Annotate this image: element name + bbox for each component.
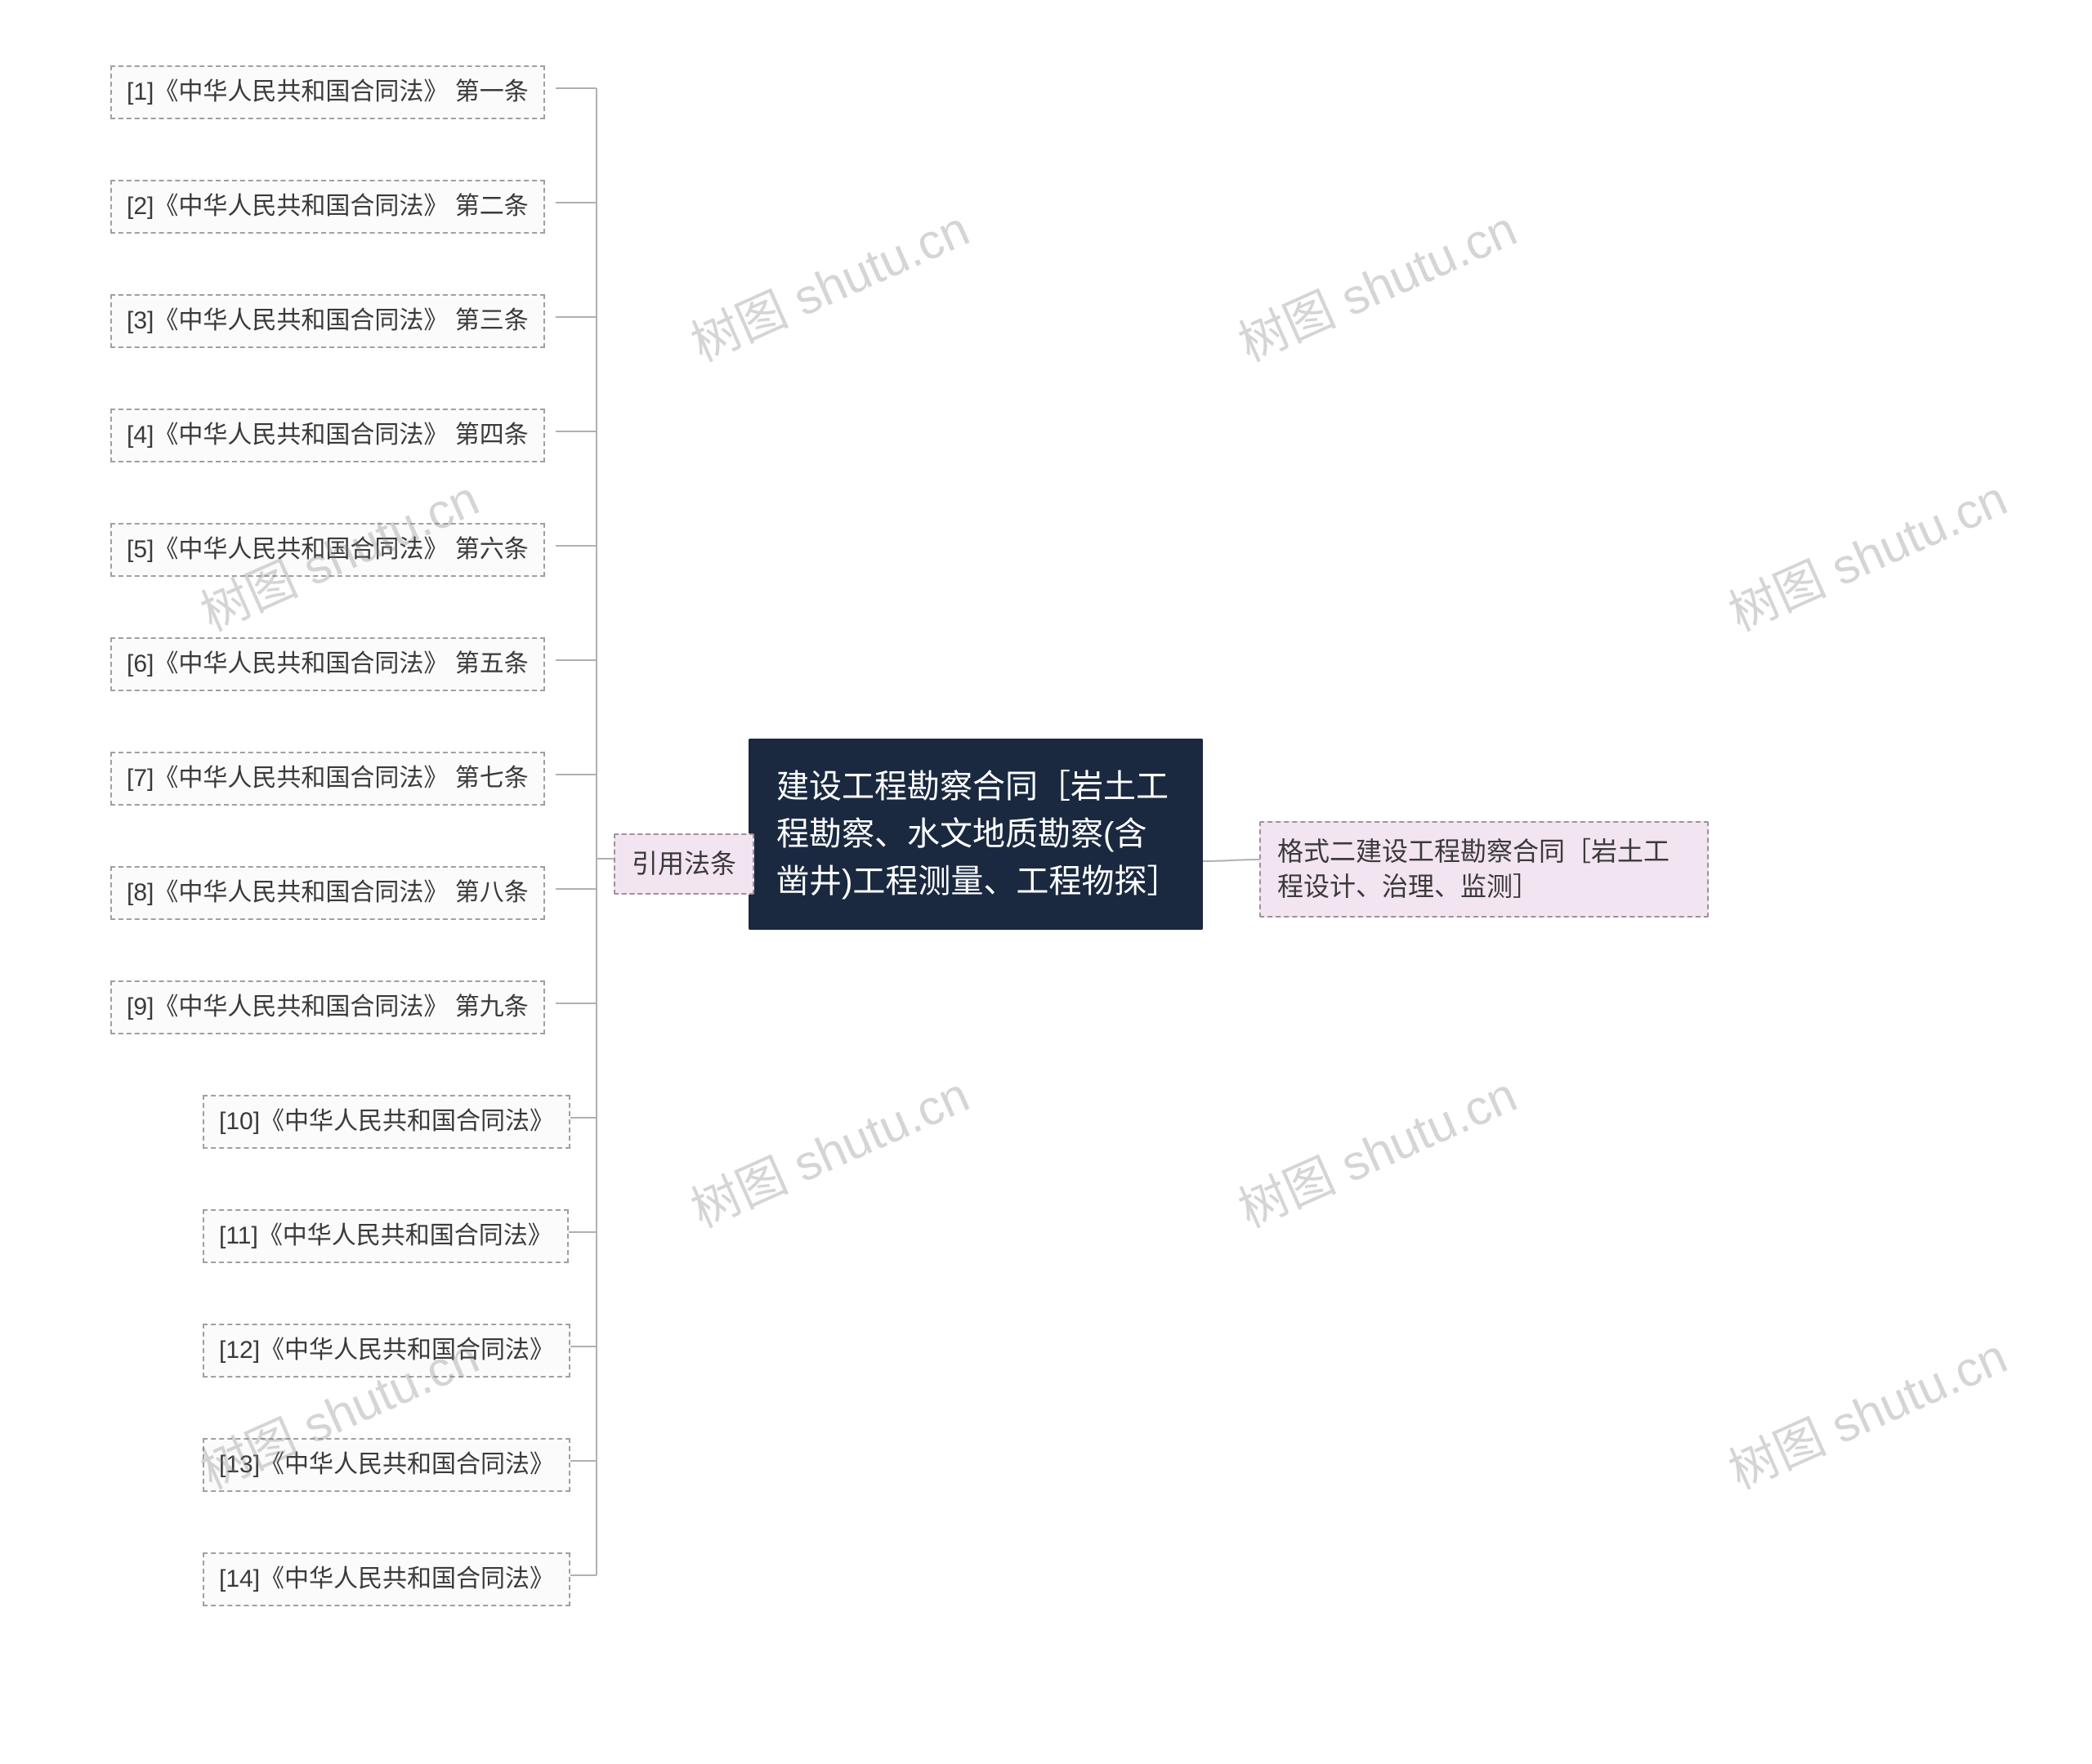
leaf-citation[interactable]: [8]《中华人民共和国合同法》 第八条	[110, 866, 545, 920]
branch-right-format2[interactable]: 格式二建设工程勘察合同［岩土工程设计、治理、监测］	[1259, 821, 1709, 918]
leaf-citation[interactable]: [4]《中华人民共和国合同法》 第四条	[110, 409, 545, 462]
leaf-citation[interactable]: [6]《中华人民共和国合同法》 第五条	[110, 637, 545, 691]
leaf-citation[interactable]: [2]《中华人民共和国合同法》 第二条	[110, 180, 545, 234]
leaf-citation[interactable]: [1]《中华人民共和国合同法》 第一条	[110, 65, 545, 119]
leaf-citation[interactable]: [5]《中华人民共和国合同法》 第六条	[110, 523, 545, 577]
leaf-citation[interactable]: [13]《中华人民共和国合同法》	[203, 1438, 570, 1492]
leaf-citation[interactable]: [14]《中华人民共和国合同法》	[203, 1552, 570, 1606]
leaf-citation[interactable]: [10]《中华人民共和国合同法》	[203, 1095, 570, 1149]
watermark-text: 树图 shutu.cn	[1226, 1056, 1526, 1241]
watermark-text: 树图 shutu.cn	[1716, 1317, 2016, 1503]
leaf-citation[interactable]: [7]《中华人民共和国合同法》 第七条	[110, 752, 545, 806]
leaf-citation[interactable]: [9]《中华人民共和国合同法》 第九条	[110, 980, 545, 1034]
watermark-text: 树图 shutu.cn	[1226, 190, 1526, 375]
root-node[interactable]: 建设工程勘察合同［岩土工程勘察、水文地质勘察(含凿井)工程测量、工程物探］	[749, 739, 1203, 930]
branch-left-citations[interactable]: 引用法条	[614, 833, 754, 895]
watermark-text: 树图 shutu.cn	[678, 190, 978, 375]
watermark-text: 树图 shutu.cn	[678, 1056, 978, 1241]
mindmap-canvas: 建设工程勘察合同［岩土工程勘察、水文地质勘察(含凿井)工程测量、工程物探］ 引用…	[0, 0, 2092, 1764]
leaf-citation[interactable]: [11]《中华人民共和国合同法》	[203, 1209, 569, 1263]
leaf-citation[interactable]: [3]《中华人民共和国合同法》 第三条	[110, 294, 545, 348]
watermark-text: 树图 shutu.cn	[1716, 459, 2016, 645]
leaf-citation[interactable]: [12]《中华人民共和国合同法》	[203, 1324, 570, 1378]
